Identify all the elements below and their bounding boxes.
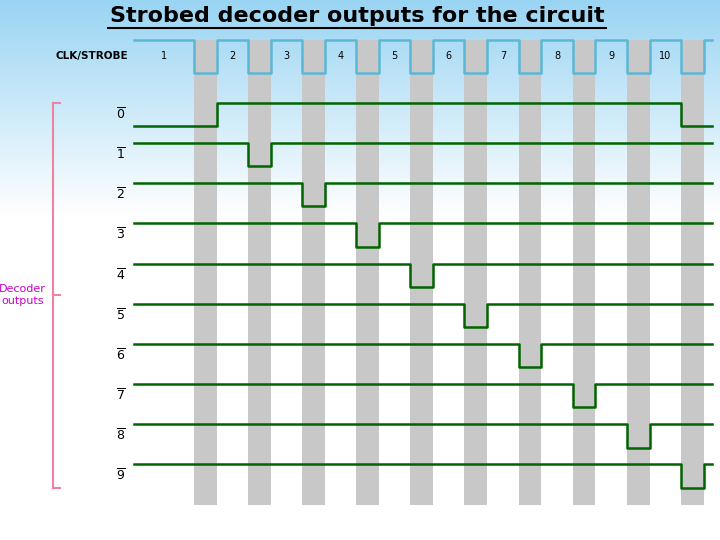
Text: $\overline{4}$: $\overline{4}$: [116, 267, 125, 283]
Text: 6: 6: [446, 51, 452, 61]
Bar: [356, 40, 379, 505]
Text: Strobed decoder outputs for the circuit: Strobed decoder outputs for the circuit: [110, 6, 605, 26]
Bar: [572, 40, 595, 505]
Text: $\overline{9}$: $\overline{9}$: [116, 468, 125, 484]
Bar: [464, 40, 487, 505]
Bar: [194, 40, 217, 505]
Bar: [518, 40, 541, 505]
Bar: [302, 40, 325, 505]
Text: 2: 2: [229, 51, 235, 61]
Text: 10: 10: [660, 51, 672, 61]
Text: $\overline{3}$: $\overline{3}$: [116, 227, 125, 243]
Text: 4: 4: [338, 51, 343, 61]
Text: 5: 5: [392, 51, 397, 61]
Bar: [410, 40, 433, 505]
Text: Decoder
outputs: Decoder outputs: [0, 285, 46, 306]
Text: 7: 7: [500, 51, 506, 61]
Bar: [248, 40, 271, 505]
Text: 9: 9: [608, 51, 614, 61]
Bar: [627, 40, 649, 505]
Bar: [681, 40, 703, 505]
Text: 8: 8: [554, 51, 560, 61]
Text: $\overline{6}$: $\overline{6}$: [116, 348, 125, 363]
Text: $\overline{5}$: $\overline{5}$: [116, 308, 125, 323]
Text: $\overline{7}$: $\overline{7}$: [116, 388, 125, 403]
Text: $\overline{1}$: $\overline{1}$: [116, 147, 125, 163]
Text: $\overline{0}$: $\overline{0}$: [116, 107, 125, 122]
Text: $\overline{8}$: $\overline{8}$: [116, 428, 125, 444]
Text: 3: 3: [283, 51, 289, 61]
Text: 1: 1: [161, 51, 167, 61]
Text: $\overline{2}$: $\overline{2}$: [116, 187, 125, 202]
Text: CLK/STROBE: CLK/STROBE: [55, 51, 128, 61]
